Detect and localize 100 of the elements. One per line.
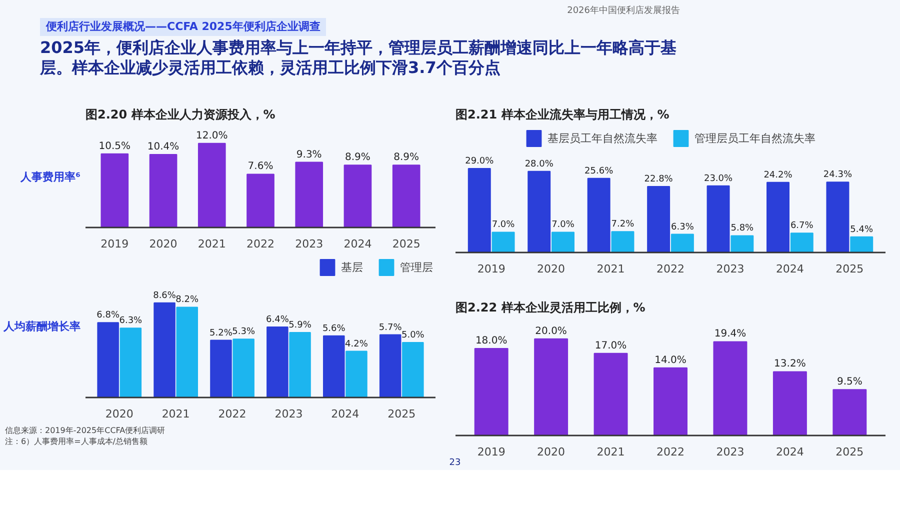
x-tick-label: 2025 — [388, 408, 416, 420]
y-axis-title: 人均薪酬增长率 — [2, 320, 80, 333]
bar — [97, 322, 119, 398]
bar — [594, 352, 628, 436]
data-label: 6.3% — [119, 316, 143, 326]
data-label: 8.9% — [345, 152, 370, 164]
bar — [266, 326, 288, 398]
data-label: 6.4% — [266, 315, 290, 326]
data-label: 5.9% — [288, 320, 312, 331]
x-tick-label: 2024 — [344, 238, 372, 250]
bar — [772, 371, 807, 436]
data-label: 9.3% — [296, 149, 322, 160]
data-label: 10.4% — [147, 142, 180, 153]
x-tick-label: 2022 — [656, 262, 685, 276]
chart-title: 图2.20 样本企业人力资源投入，% — [86, 108, 276, 122]
bar — [826, 182, 850, 252]
data-label: 22.8% — [644, 174, 674, 184]
data-label: 28.0% — [524, 159, 554, 170]
data-label: 7.0% — [552, 220, 575, 230]
bar — [534, 338, 568, 436]
bar — [149, 154, 178, 228]
bar — [323, 335, 345, 398]
x-tick-label: 2021 — [162, 408, 190, 420]
bar — [766, 182, 790, 252]
text: 注：6）人事费用率=人事成本/总销售额 — [5, 437, 148, 446]
data-label: 6.3% — [671, 222, 694, 232]
data-label: 4.2% — [345, 339, 368, 350]
x-tick-label: 2024 — [776, 446, 804, 458]
x-tick-label: 2024 — [331, 408, 360, 420]
bar — [346, 350, 368, 398]
bar — [730, 235, 754, 252]
bar — [379, 334, 402, 398]
data-label: 5.6% — [322, 324, 346, 334]
bar — [587, 178, 610, 252]
bar — [154, 302, 176, 398]
legend-label: 基层员工年自然流失率 — [548, 130, 658, 146]
text: 便利店行业发展概况——CCFA 2025年便利店企业调查 — [40, 18, 326, 36]
bar — [100, 153, 129, 228]
x-tick-label: 2022 — [246, 238, 275, 250]
x-tick-label: 2021 — [596, 446, 625, 458]
x-tick-label: 2019 — [477, 446, 506, 458]
x-tick-label: 2025 — [836, 446, 864, 458]
legend-label: 管理层员工年自然流失率 — [694, 130, 816, 146]
x-tick-label: 2024 — [776, 262, 804, 276]
x-tick-label: 2023 — [716, 446, 744, 458]
text: 2025年，便利店企业人事费用率与上一年持平，管理层员工薪酬增速同比上一年略高于基层。样本企业减少灵活用工依赖，灵活用工比例下滑3.7个百分点 — [40, 38, 678, 80]
x-tick-label: 2023 — [716, 262, 744, 276]
bar — [492, 232, 515, 252]
bar — [713, 341, 748, 436]
bar — [392, 164, 420, 228]
data-label: 17.0% — [594, 340, 627, 352]
bar — [289, 332, 311, 398]
x-tick-label: 2020 — [105, 408, 134, 420]
data-label: 24.2% — [764, 170, 793, 180]
x-tick-label: 2023 — [295, 238, 324, 250]
bar — [670, 234, 694, 252]
x-tick-label: 2021 — [198, 238, 226, 250]
data-label: 12.0% — [196, 130, 228, 142]
bar — [832, 389, 867, 436]
data-label: 7.2% — [611, 220, 635, 230]
data-label: 5.4% — [850, 224, 874, 235]
x-tick-label: 2020 — [149, 238, 178, 250]
bar — [528, 170, 551, 252]
bar — [210, 340, 232, 398]
bar — [246, 174, 274, 228]
bar — [654, 367, 688, 436]
y-axis-title: 人事费用率⁶ — [20, 170, 81, 184]
text: 2026年中国便利店发展报告 — [566, 5, 680, 18]
bar — [790, 232, 814, 252]
data-label: 10.5% — [98, 140, 131, 152]
x-tick-label: 2022 — [656, 446, 685, 458]
data-label: 29.0% — [465, 156, 494, 166]
bar — [552, 232, 574, 252]
data-label: 5.8% — [730, 224, 754, 234]
data-label: 8.9% — [394, 152, 420, 164]
data-label: 5.3% — [232, 327, 256, 338]
data-label: 5.0% — [401, 330, 425, 340]
bar — [198, 142, 226, 228]
legend-label: 管理层 — [400, 260, 433, 274]
bar — [176, 306, 198, 398]
data-label: 6.7% — [790, 221, 814, 232]
data-label: 20.0% — [535, 326, 567, 337]
data-label: 7.0% — [492, 220, 516, 230]
data-label: 5.2% — [210, 328, 233, 338]
data-label: 5.7% — [378, 322, 402, 333]
bar — [468, 168, 491, 252]
bar — [647, 186, 670, 252]
text: 23 — [449, 457, 461, 470]
data-label: 8.2% — [176, 295, 199, 306]
bar — [344, 164, 372, 228]
bar — [850, 236, 874, 252]
bar — [295, 162, 324, 228]
data-label: 14.0% — [654, 354, 686, 366]
data-label: 24.3% — [823, 170, 852, 180]
legend-label: 基层 — [341, 260, 363, 274]
bar — [706, 185, 730, 252]
text: 信息来源：2019年-2025年CCFA便利店调研 — [5, 426, 166, 435]
data-label: 25.6% — [584, 166, 614, 176]
data-label: 9.5% — [836, 376, 862, 388]
data-label: 19.4% — [714, 328, 746, 340]
